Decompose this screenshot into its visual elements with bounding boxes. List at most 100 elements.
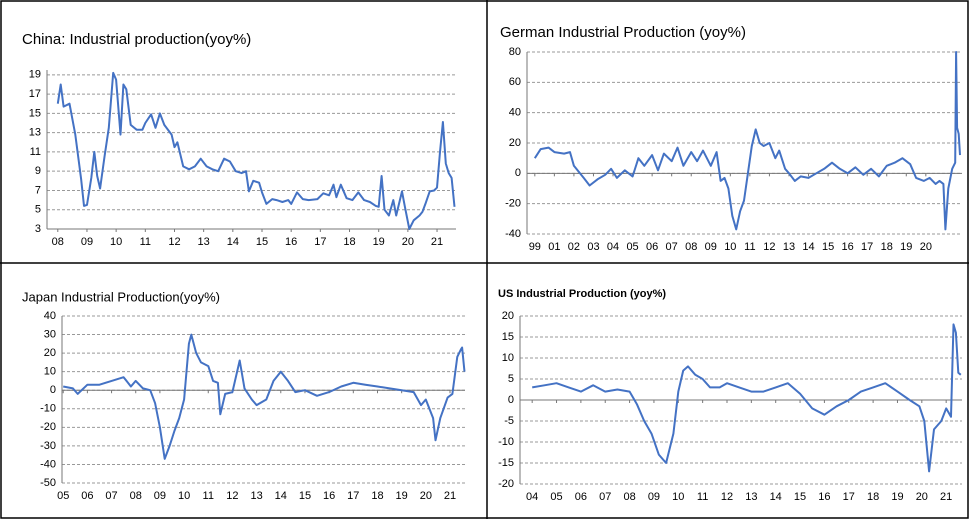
x-tick-label: 10 [178,490,190,502]
x-tick-label: 15 [299,490,311,502]
x-tick-label: 08 [623,491,635,503]
x-tick-label: 13 [783,241,795,253]
x-tick-label: 14 [275,490,287,502]
x-tick-label: 11 [140,236,151,248]
x-tick-label: 09 [81,236,93,248]
x-tick-label: 10 [672,491,684,503]
y-tick-label: 20 [502,310,514,322]
x-tick-label: 14 [770,491,782,503]
x-tick-label: 10 [724,241,736,253]
x-tick-label: 05 [550,491,562,503]
x-tick-label: 12 [763,241,775,253]
x-tick-label: 08 [130,490,142,502]
x-tick-label: 17 [314,236,326,248]
x-tick-label: 21 [444,490,456,502]
x-tick-label: 14 [802,241,814,253]
x-tick-label: 05 [57,490,69,502]
y-tick-label: 17 [29,88,41,100]
y-tick-label: 13 [29,127,41,139]
x-tick-label: 05 [626,241,638,253]
x-tick-label: 18 [881,241,893,253]
x-tick-label: 02 [568,241,580,253]
data-line [533,51,961,231]
x-tick-label: 07 [666,241,678,253]
y-tick-label: 3 [35,223,41,235]
y-tick-label: 10 [44,366,56,378]
x-tick-label: 20 [920,241,932,253]
y-tick-label: 19 [29,69,41,81]
y-tick-label: -40 [40,458,56,470]
chart-title: German Industrial Production (yoy%) [500,24,746,41]
data-line [532,323,962,473]
data-line [63,333,466,460]
x-tick-label: 14 [227,236,239,248]
x-tick-label: 18 [343,236,355,248]
x-tick-label: 20 [916,491,928,503]
y-tick-label: -40 [505,228,521,240]
x-tick-label: 15 [256,236,268,248]
x-tick-label: 20 [420,490,432,502]
y-tick-label: 5 [35,204,41,216]
y-tick-label: 0 [515,167,521,179]
x-tick-label: 17 [843,491,855,503]
x-tick-label: 19 [396,490,408,502]
x-tick-label: 09 [154,490,166,502]
x-tick-label: 18 [371,490,383,502]
y-tick-label: 30 [44,328,56,340]
x-tick-label: 15 [794,491,806,503]
y-tick-label: -20 [498,478,514,490]
x-tick-label: 03 [587,241,599,253]
x-tick-label: 09 [705,241,717,253]
x-tick-label: 16 [818,491,830,503]
y-tick-label: 40 [509,107,521,119]
x-tick-label: 08 [685,241,697,253]
x-tick-label: 99 [529,241,541,253]
x-tick-label: 19 [900,241,912,253]
y-tick-label: 40 [44,310,56,322]
y-tick-label: -10 [498,436,514,448]
y-tick-label: -50 [40,477,56,489]
x-tick-label: 19 [891,491,903,503]
x-tick-label: 11 [744,241,755,253]
x-tick-label: 11 [203,490,214,502]
x-tick-label: 01 [548,241,560,253]
x-tick-label: 18 [867,491,879,503]
y-tick-label: 20 [509,137,521,149]
chart-title: US Industrial Production (yoy%) [498,288,666,300]
x-tick-label: 16 [323,490,335,502]
y-tick-label: 5 [508,373,514,385]
x-tick-label: 15 [822,241,834,253]
chart-title: Japan Industrial Production(yoy%) [22,289,220,304]
x-tick-label: 13 [198,236,210,248]
y-tick-label: 10 [502,352,514,364]
x-tick-label: 21 [940,491,952,503]
y-tick-label: 60 [509,76,521,88]
y-tick-label: 0 [50,384,56,396]
y-tick-label: 9 [35,165,41,177]
x-tick-label: 06 [81,490,93,502]
y-tick-label: 0 [508,394,514,406]
x-tick-label: 13 [745,491,757,503]
x-tick-label: 09 [648,491,660,503]
x-tick-label: 06 [575,491,587,503]
data-line [56,71,456,230]
x-tick-label: 07 [105,490,117,502]
y-tick-label: 11 [30,146,41,158]
x-tick-label: 04 [607,241,619,253]
x-tick-label: 04 [526,491,538,503]
y-tick-label: -30 [40,440,56,452]
x-tick-label: 12 [226,490,238,502]
x-tick-label: 12 [721,491,733,503]
chart-title: China: Industrial production(yoy%) [22,31,251,48]
x-tick-label: 10 [110,236,122,248]
x-tick-label: 20 [402,236,414,248]
y-tick-label: 20 [44,347,56,359]
y-tick-label: -20 [505,198,521,210]
x-tick-label: 16 [842,241,854,253]
x-tick-label: 12 [168,236,180,248]
y-tick-label: -20 [40,421,56,433]
y-tick-label: 15 [29,107,41,119]
